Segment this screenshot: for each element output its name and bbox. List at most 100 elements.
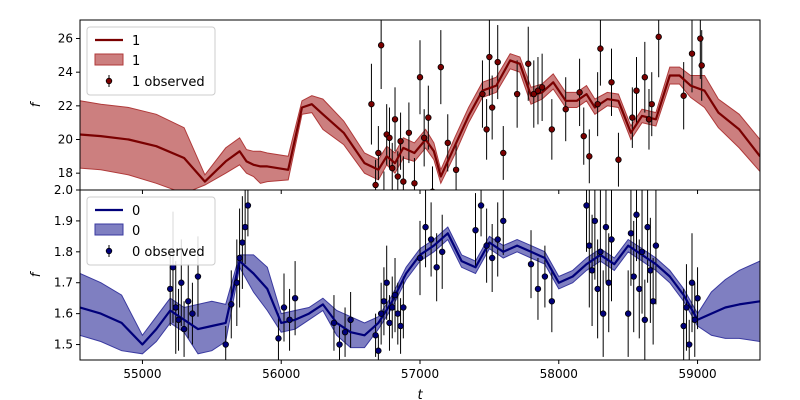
observed-point: [649, 298, 657, 305]
observed-point: [175, 316, 182, 324]
observed-point: [697, 35, 704, 42]
legend-label: 1: [132, 54, 140, 69]
legend-label: 0: [132, 204, 140, 219]
observed-point: [291, 294, 299, 302]
observed-point: [394, 173, 401, 180]
observed-point: [541, 273, 549, 280]
observed-point: [380, 298, 388, 305]
observed-point: [488, 254, 496, 262]
observed-point: [680, 322, 687, 330]
x-tick-label: 55000: [123, 367, 161, 381]
observed-point: [427, 236, 435, 243]
observed-point: [694, 294, 701, 302]
y-tick-label: 1.5: [54, 338, 73, 352]
observed-point: [608, 79, 615, 86]
mean-line: [80, 59, 760, 183]
y-tick-label: 22: [58, 99, 73, 113]
x-axis-label: t: [417, 388, 423, 400]
observed-point: [605, 279, 612, 286]
observed-point: [648, 100, 655, 108]
panel-bottom: 1.5 1.6 1.7 1.8 1.9 2.0 55000 56000 57000 58000 59…: [29, 183, 761, 400]
observed-point: [680, 92, 687, 99]
observed-point: [683, 304, 690, 311]
observed-point: [400, 178, 407, 185]
observed-point: [439, 248, 446, 256]
observed-point: [534, 285, 542, 293]
observed-point: [172, 304, 179, 311]
observed-point: [586, 242, 593, 249]
observed-point: [286, 316, 293, 324]
observed-point: [527, 260, 535, 268]
x-tick-label: 57000: [401, 367, 439, 381]
observed-point: [347, 316, 354, 324]
legend-point-swatch: [105, 247, 113, 255]
observed-point: [330, 319, 338, 327]
observed-point: [483, 242, 490, 249]
observed-point: [477, 202, 485, 209]
observed-point: [624, 310, 632, 317]
observed-point: [633, 87, 640, 94]
observed-point: [400, 304, 407, 311]
observed-point: [336, 341, 343, 348]
observed-point: [411, 180, 418, 187]
observed-point: [494, 236, 501, 243]
observed-point: [386, 319, 393, 327]
observed-point: [397, 137, 404, 145]
observed-point: [433, 264, 440, 271]
observed-point: [236, 254, 243, 262]
legend-point-swatch: [105, 77, 113, 85]
observed-point: [437, 63, 445, 71]
legend-label: 0 observed: [132, 245, 205, 260]
observed-point: [375, 347, 382, 354]
observed-point: [644, 223, 651, 231]
observed-point: [641, 316, 649, 324]
observed-point: [233, 279, 241, 286]
observed-point: [372, 181, 379, 189]
x-tick-label: 58000: [540, 367, 578, 381]
observed-point: [534, 87, 542, 94]
observed-point: [698, 62, 705, 69]
observed-point: [472, 226, 479, 234]
observed-point: [377, 42, 385, 49]
observed-point: [222, 341, 229, 348]
observed-point: [244, 202, 252, 209]
observed-point: [641, 74, 649, 81]
observed-point: [397, 322, 404, 330]
observed-point: [594, 100, 601, 108]
observed-point: [479, 90, 486, 98]
observed-point: [576, 89, 583, 96]
y-axis-label: f: [29, 270, 44, 277]
observed-point: [394, 310, 401, 317]
observed-point: [483, 126, 490, 133]
observed-point: [548, 126, 556, 133]
observed-point: [381, 194, 387, 200]
observed-point: [629, 114, 636, 121]
plot-area: [80, 190, 760, 360]
observed-point: [647, 267, 654, 274]
legend-label: 0: [132, 224, 140, 239]
y-axis-label: f: [29, 100, 44, 107]
legend-band-swatch: [94, 53, 124, 66]
observed-point: [444, 139, 451, 147]
x-tick-label: 56000: [262, 367, 300, 381]
observed-point: [389, 164, 396, 172]
observed-point: [488, 104, 496, 111]
legend-box: [86, 26, 216, 96]
observed-point: [416, 74, 424, 81]
observed-point: [280, 304, 288, 311]
observed-point: [608, 236, 615, 243]
observed-point: [597, 248, 604, 256]
observed-point: [500, 217, 507, 225]
observed-point: [368, 100, 375, 108]
y-tick-label: 18: [58, 166, 73, 180]
y-tick-label: 1.7: [54, 276, 73, 290]
legend-label: 1 observed: [132, 75, 205, 90]
y-tick-label: 1.9: [54, 214, 73, 228]
observed-point: [486, 53, 493, 61]
observed-point: [652, 242, 660, 249]
y-tick-label: 1.6: [54, 307, 73, 321]
observed-point: [239, 239, 246, 246]
observed-point: [180, 325, 188, 333]
observed-point: [420, 134, 428, 142]
